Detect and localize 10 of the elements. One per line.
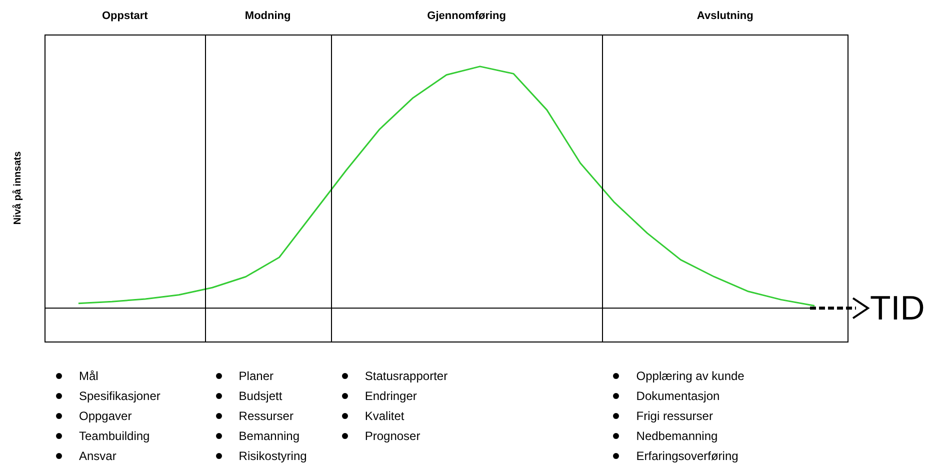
text: Statusrapporter Endringer Kvalitet Prognoser xyxy=(364,369,448,443)
text: Oppstart xyxy=(102,10,148,22)
text: Mål Spesifikasjoner Oppgaver Teambuilding Ansvar xyxy=(79,369,160,463)
x-axis-title: TID xyxy=(870,290,925,328)
text: Modning xyxy=(244,10,291,22)
y-axis-title: Nivå på innsats xyxy=(12,151,24,225)
text: Planer Budsjett Ressurser Bemanning Risikostyring xyxy=(238,369,307,463)
text: Gjennomføring xyxy=(427,10,506,22)
text: Opplæring av kunde Dokumentasjon Frigi ressurser Nedbemanning Erfaringsoverføring xyxy=(636,369,744,463)
text: Avslutning xyxy=(696,10,754,22)
